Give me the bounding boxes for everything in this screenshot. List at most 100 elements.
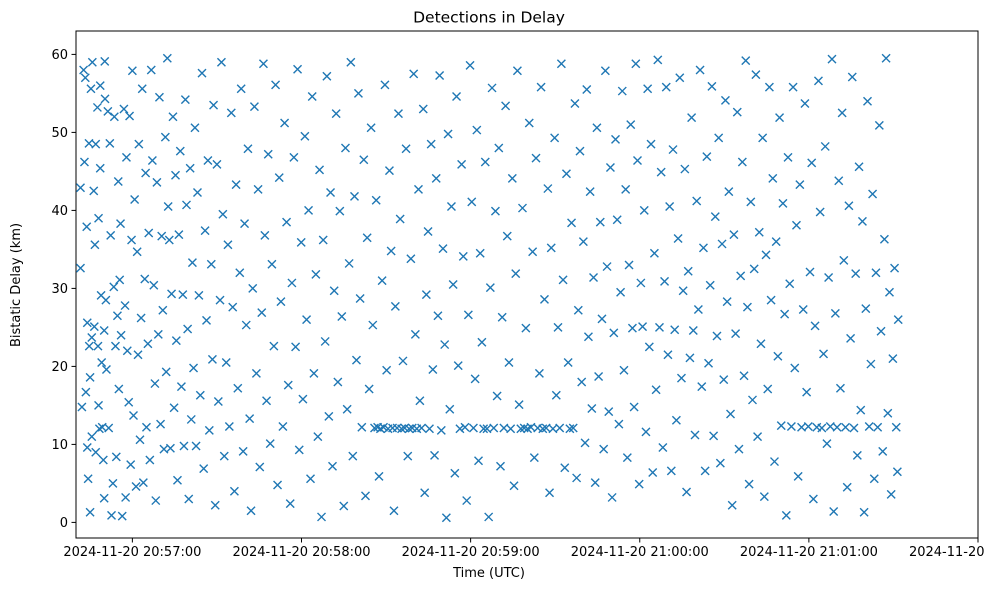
data-point — [153, 329, 163, 339]
data-point — [333, 377, 343, 387]
data-point — [76, 263, 86, 273]
data-point — [832, 422, 842, 432]
data-point — [539, 294, 549, 304]
data-point — [786, 421, 796, 431]
data-point — [594, 372, 604, 382]
data-point — [282, 217, 292, 227]
data-point — [199, 464, 209, 474]
data-point — [753, 432, 763, 442]
data-point — [107, 510, 117, 520]
data-point — [105, 138, 115, 148]
data-point — [866, 359, 876, 369]
data-point — [803, 421, 813, 431]
data-point — [531, 153, 541, 163]
data-point — [683, 266, 693, 276]
data-point — [712, 331, 722, 341]
data-point — [424, 424, 434, 434]
data-point — [671, 415, 681, 425]
data-point — [144, 228, 154, 238]
data-point — [189, 363, 199, 373]
data-point — [87, 432, 97, 442]
data-point — [97, 358, 107, 367]
data-point — [714, 133, 724, 143]
data-point — [800, 99, 810, 109]
data-point — [888, 354, 898, 364]
data-point — [431, 173, 441, 183]
data-point — [161, 367, 171, 377]
data-point — [492, 391, 502, 401]
data-point — [726, 409, 736, 419]
data-point — [82, 443, 92, 453]
data-point — [604, 407, 614, 417]
data-point — [480, 157, 490, 167]
data-point — [187, 258, 197, 268]
data-point — [79, 65, 89, 75]
data-point — [790, 363, 800, 373]
data-point — [164, 235, 174, 245]
data-point — [813, 76, 823, 86]
data-point — [788, 82, 798, 92]
data-point — [371, 195, 381, 205]
data-point — [463, 310, 473, 320]
data-point — [318, 235, 328, 245]
data-point — [84, 341, 94, 351]
data-point — [507, 173, 517, 183]
data-point — [776, 421, 786, 431]
data-point — [152, 177, 162, 187]
data-point — [829, 506, 839, 516]
data-point — [285, 499, 295, 509]
data-point — [851, 269, 861, 279]
data-point — [134, 139, 144, 149]
data-point — [761, 250, 771, 260]
data-point — [524, 118, 534, 128]
data-point — [709, 431, 719, 441]
data-point — [359, 155, 369, 165]
data-point — [77, 402, 87, 412]
data-point — [607, 492, 617, 502]
data-point — [443, 129, 453, 139]
data-point — [406, 254, 416, 264]
data-point — [229, 486, 239, 496]
data-point — [698, 243, 708, 253]
data-point — [874, 120, 884, 130]
data-point — [457, 159, 467, 169]
y-axis: 0 10 20 30 40 50 60 — [51, 48, 76, 531]
data-point — [766, 295, 776, 305]
data-point — [124, 397, 134, 407]
data-point — [793, 471, 803, 481]
data-point — [763, 384, 773, 394]
data-point — [243, 144, 253, 154]
data-point — [715, 458, 725, 468]
data-point — [362, 233, 372, 243]
data-point — [528, 247, 538, 257]
data-point — [641, 427, 651, 437]
data-point — [389, 506, 399, 516]
data-point — [271, 80, 281, 90]
data-point — [775, 113, 785, 123]
data-point — [154, 92, 164, 102]
data-point — [260, 230, 270, 240]
data-point — [180, 95, 190, 105]
data-point — [817, 423, 827, 433]
data-point — [886, 489, 896, 499]
data-point — [453, 361, 463, 371]
data-point — [856, 405, 866, 415]
data-point — [729, 230, 739, 240]
data-point — [873, 422, 883, 432]
data-point — [440, 340, 450, 350]
data-point — [83, 474, 93, 484]
y-tick-label: 30 — [51, 282, 68, 297]
data-point — [868, 189, 878, 199]
data-point — [553, 322, 563, 332]
data-point — [364, 384, 374, 394]
data-point — [420, 488, 430, 498]
data-point — [448, 280, 458, 289]
data-point — [724, 187, 734, 197]
data-point — [631, 59, 641, 69]
data-point — [846, 333, 856, 343]
data-point — [85, 372, 95, 382]
data-point — [497, 312, 507, 322]
data-point — [798, 304, 808, 314]
data-point — [207, 354, 217, 364]
data-point — [589, 272, 599, 282]
